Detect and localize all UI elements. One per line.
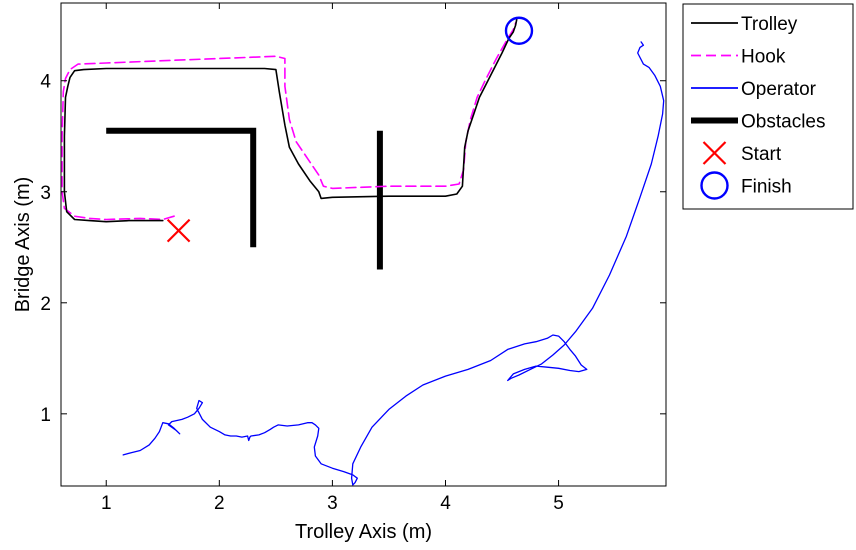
legend-label-obstacles: Obstacles bbox=[741, 112, 825, 133]
hook-line bbox=[61, 22, 517, 221]
legend-label-trolley: Trolley bbox=[741, 14, 798, 35]
finish-marker bbox=[504, 16, 534, 45]
x-tick-label: 5 bbox=[553, 493, 564, 514]
x-tick-label: 4 bbox=[440, 493, 451, 514]
start-marker bbox=[166, 218, 191, 243]
y-tick-label: 1 bbox=[40, 405, 51, 426]
y-tick-label: 2 bbox=[40, 294, 51, 315]
y-tick-label: 4 bbox=[40, 72, 51, 93]
x-axis-title: Trolley Axis (m) bbox=[295, 521, 432, 543]
x-tick-label: 1 bbox=[101, 493, 112, 514]
legend-swatch-finish bbox=[700, 171, 729, 200]
operator-line bbox=[122, 41, 665, 486]
legend-label-hook: Hook bbox=[741, 47, 786, 68]
legend-box bbox=[682, 3, 854, 210]
legend-label-start: Start bbox=[741, 144, 782, 165]
trolley-line bbox=[63, 18, 518, 223]
y-tick-label: 3 bbox=[40, 183, 51, 204]
legend: Trolley Hook Operator Obstacles Start Finish bbox=[682, 3, 854, 210]
legend-label-finish: Finish bbox=[741, 177, 792, 198]
plot-frame bbox=[60, 2, 667, 487]
legend-swatch-start bbox=[702, 141, 727, 165]
x-tick-label: 2 bbox=[214, 493, 225, 514]
axes: 1 2 3 4 5 1 2 3 4 bbox=[40, 2, 667, 514]
y-axis-title: Bridge Axis (m) bbox=[12, 177, 34, 313]
legend-label-operator: Operator bbox=[741, 79, 817, 100]
plot-area bbox=[61, 16, 665, 486]
obstacles-line-1 bbox=[106, 127, 257, 248]
x-tick-label: 3 bbox=[327, 493, 338, 514]
